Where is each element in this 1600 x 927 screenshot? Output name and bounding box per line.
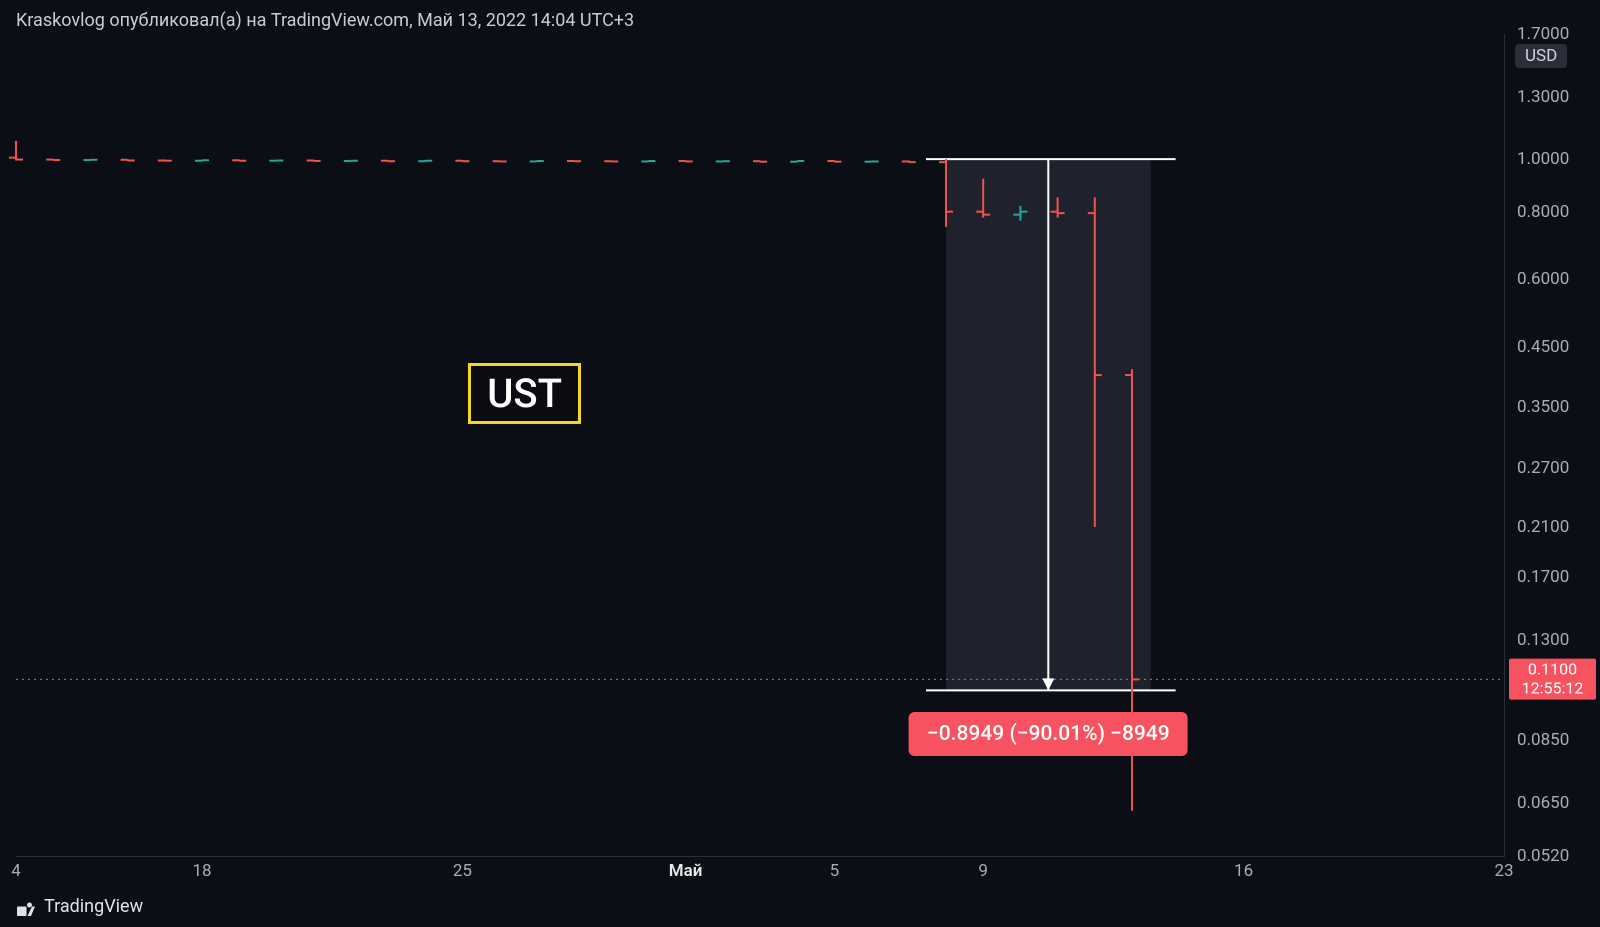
chart-svg bbox=[16, 34, 1504, 856]
time-axis[interactable]: 41825Май591623 bbox=[16, 857, 1505, 887]
y-tick: 0.0850 bbox=[1517, 730, 1569, 750]
y-tick: 0.2100 bbox=[1517, 517, 1569, 537]
y-tick: 0.4500 bbox=[1517, 337, 1569, 357]
brand-label: TradingView bbox=[44, 896, 143, 917]
y-tick: 0.2700 bbox=[1517, 458, 1569, 478]
brand-footer: TradingView bbox=[16, 896, 143, 917]
x-tick: 16 bbox=[1234, 861, 1253, 881]
y-tick: 0.1700 bbox=[1517, 567, 1569, 587]
publish-header: Kraskovlog опубликовал(а) на TradingView… bbox=[16, 10, 634, 31]
x-tick: 25 bbox=[453, 861, 472, 881]
x-tick: 23 bbox=[1494, 861, 1513, 881]
y-tick: 1.0000 bbox=[1517, 149, 1569, 169]
price-axis[interactable]: 1.70001.30001.00000.80000.60000.45000.35… bbox=[1505, 34, 1600, 857]
x-tick: Май bbox=[669, 861, 703, 881]
y-tick: 0.1300 bbox=[1517, 630, 1569, 650]
chart-area[interactable]: UST −0.8949 (−90.01%) −8949 bbox=[16, 34, 1505, 857]
y-tick: 1.3000 bbox=[1517, 87, 1569, 107]
y-tick: 0.3500 bbox=[1517, 397, 1569, 417]
y-tick: 1.7000 bbox=[1517, 24, 1569, 44]
current-price-badge: 0.1100 12:55:12 bbox=[1509, 659, 1596, 700]
x-tick: 18 bbox=[192, 861, 211, 881]
symbol-annotation[interactable]: UST bbox=[468, 363, 581, 424]
y-tick: 0.8000 bbox=[1517, 202, 1569, 222]
currency-badge[interactable]: USD bbox=[1515, 44, 1567, 68]
y-tick: 0.0520 bbox=[1517, 846, 1569, 866]
y-tick: 0.0650 bbox=[1517, 793, 1569, 813]
tradingview-logo-icon bbox=[16, 900, 36, 914]
y-tick: 0.6000 bbox=[1517, 269, 1569, 289]
x-tick: 5 bbox=[830, 861, 840, 881]
price-badge-price: 0.1100 bbox=[1513, 661, 1592, 679]
price-badge-time: 12:55:12 bbox=[1513, 679, 1592, 697]
measure-annotation[interactable]: −0.8949 (−90.01%) −8949 bbox=[909, 712, 1188, 756]
x-tick: 4 bbox=[11, 861, 21, 881]
x-tick: 9 bbox=[978, 861, 988, 881]
